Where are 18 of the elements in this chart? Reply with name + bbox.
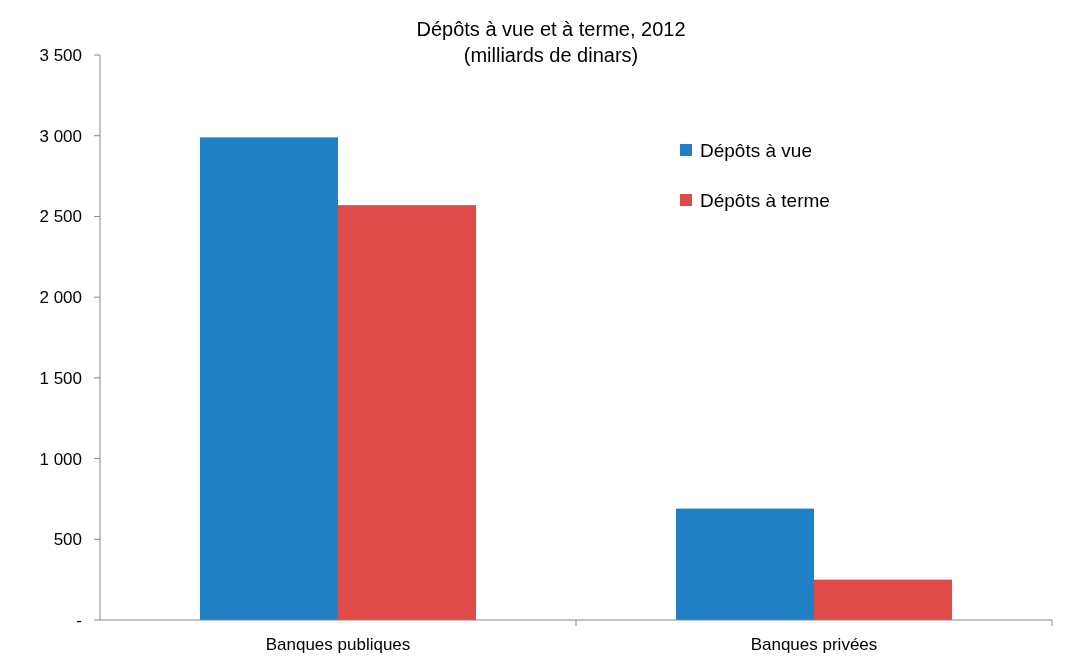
chart-subtitle: (milliards de dinars) xyxy=(463,44,639,66)
y-tick-label: 2 000 xyxy=(39,288,82,308)
bar xyxy=(814,579,953,620)
chart-title: Dépôts à vue et à terme, 2012 xyxy=(416,18,686,40)
y-tick-label: 3 000 xyxy=(39,126,82,146)
y-tick-label: 3 500 xyxy=(39,45,82,65)
y-tick-label: - xyxy=(76,610,82,630)
legend-label: Dépôts à vue xyxy=(700,139,812,161)
x-tick-label: Banques privées xyxy=(750,635,878,654)
bar xyxy=(338,205,477,620)
y-tick-label: 1 500 xyxy=(39,368,82,388)
bar xyxy=(199,137,338,620)
x-tick-label: Banques publiques xyxy=(265,635,411,654)
bar xyxy=(675,508,814,620)
y-tick-label: 500 xyxy=(53,530,82,550)
y-tick-label: 1 000 xyxy=(39,449,82,469)
legend-label: Dépôts à terme xyxy=(700,189,830,211)
y-tick-label: 2 500 xyxy=(39,207,82,227)
